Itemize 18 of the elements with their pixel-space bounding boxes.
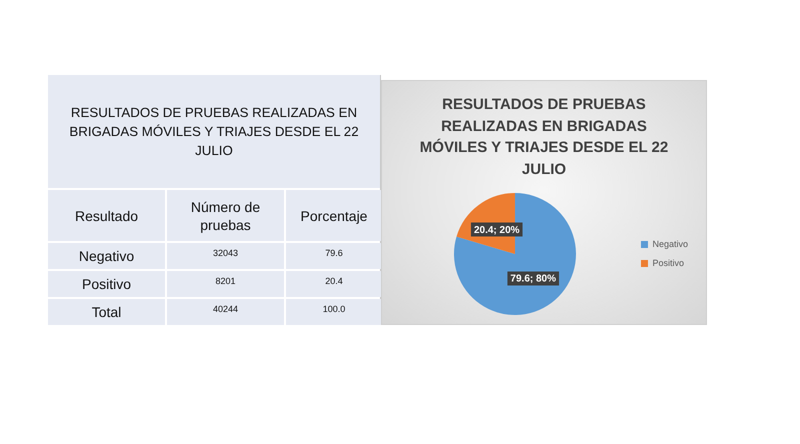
text: Total	[48, 299, 165, 325]
legend-label: Positivo	[652, 258, 684, 268]
text: 32043	[167, 243, 284, 269]
text: 79.6	[286, 243, 382, 269]
chart-title: RESULTADOS DE PRUEBAS REALIZADAS EN BRIGADAS MÓVILES Y TRIAJES DESDE EL 22 JULIO	[418, 95, 670, 180]
text: Negativo	[48, 243, 165, 269]
text: 40244	[167, 299, 284, 325]
text: Número de pruebas	[167, 190, 284, 241]
legend-label: Negativo	[652, 238, 688, 249]
text: Positivo	[48, 271, 165, 297]
text: 100.0	[286, 299, 382, 325]
text: RESULTADOS DE PRUEBAS REALIZADAS EN BRIGADAS MÓVILES Y TRIAJES DESDE EL 22 JULIO	[68, 104, 360, 160]
text: 8201	[167, 271, 284, 297]
data-label: 79.6; 80%	[510, 274, 556, 285]
data-label: 20.4; 20%	[474, 224, 520, 236]
text: Porcentaje	[286, 190, 382, 241]
text: Resultado	[48, 190, 165, 241]
text: 20.4	[286, 271, 382, 297]
